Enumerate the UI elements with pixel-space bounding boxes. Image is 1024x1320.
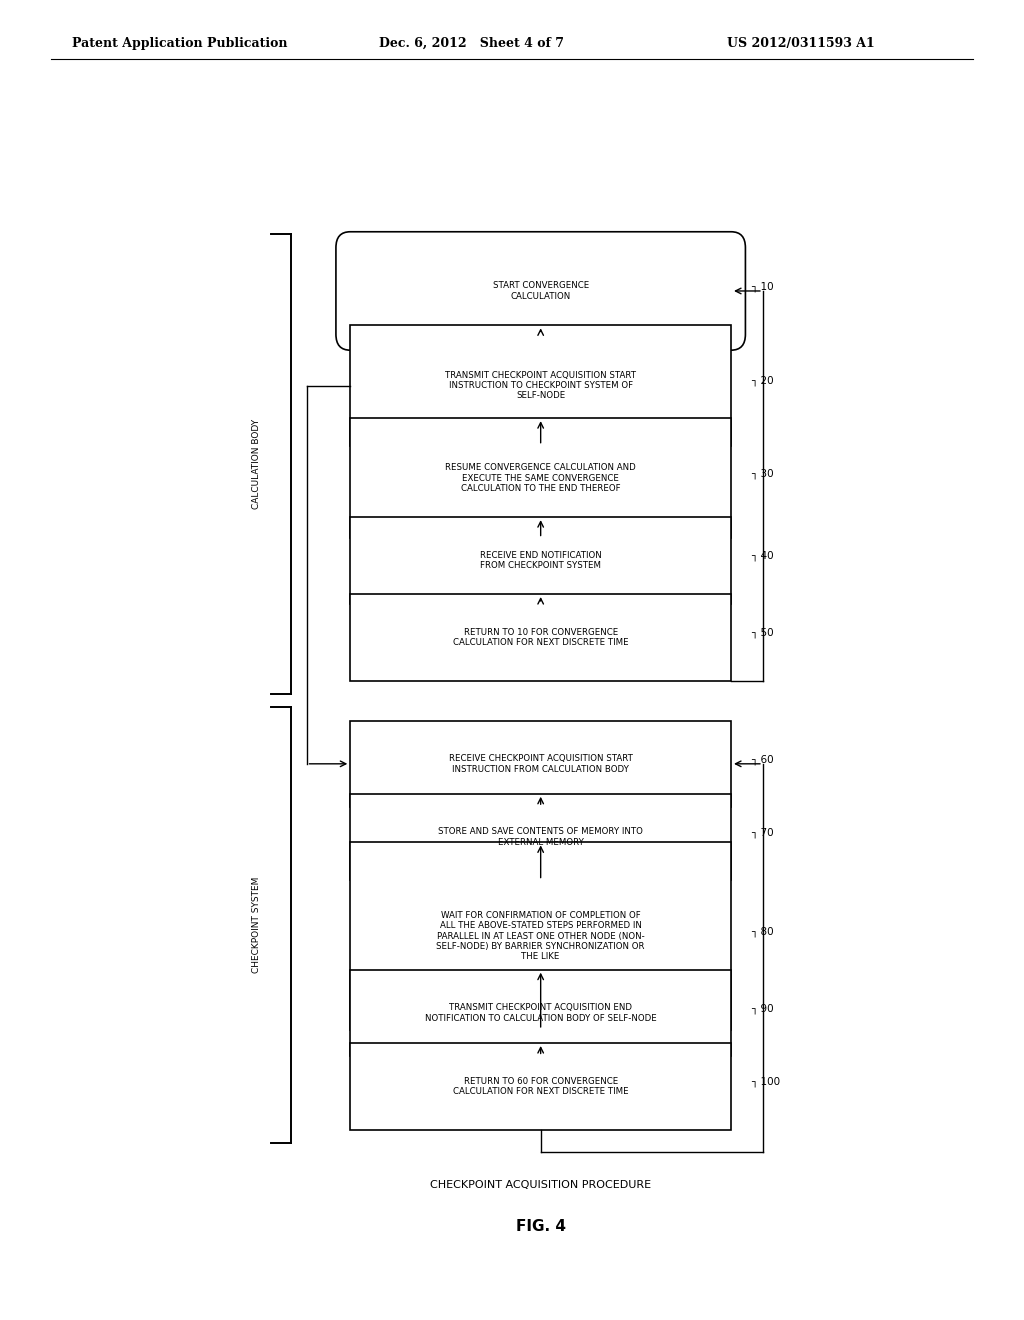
FancyBboxPatch shape [336,232,745,350]
Bar [350,793,731,880]
Text: FIG. 4: FIG. 4 [516,1220,565,1234]
Text: RECEIVE CHECKPOINT ACQUISITION START
INSTRUCTION FROM CALCULATION BODY: RECEIVE CHECKPOINT ACQUISITION START INS… [449,754,633,774]
Text: ┐ 70: ┐ 70 [751,828,773,838]
Text: Dec. 6, 2012   Sheet 4 of 7: Dec. 6, 2012 Sheet 4 of 7 [379,37,564,50]
Text: ┐ 10: ┐ 10 [751,281,773,292]
Text: ┐ 90: ┐ 90 [751,1003,773,1014]
Text: RETURN TO 10 FOR CONVERGENCE
CALCULATION FOR NEXT DISCRETE TIME: RETURN TO 10 FOR CONVERGENCE CALCULATION… [453,628,629,647]
Text: ┐ 30: ┐ 30 [751,469,773,479]
Text: Patent Application Publication: Patent Application Publication [72,37,287,50]
Bar [350,721,731,807]
Text: TRANSMIT CHECKPOINT ACQUISITION END
NOTIFICATION TO CALCULATION BODY OF SELF-NOD: TRANSMIT CHECKPOINT ACQUISITION END NOTI… [425,1003,656,1023]
Text: CHECKPOINT ACQUISITION PROCEDURE: CHECKPOINT ACQUISITION PROCEDURE [430,1180,651,1189]
Bar [350,1043,731,1130]
Text: RECEIVE END NOTIFICATION
FROM CHECKPOINT SYSTEM: RECEIVE END NOTIFICATION FROM CHECKPOINT… [480,550,601,570]
Text: STORE AND SAVE CONTENTS OF MEMORY INTO
EXTERNAL MEMORY: STORE AND SAVE CONTENTS OF MEMORY INTO E… [438,828,643,847]
Text: ┐ 40: ┐ 40 [751,550,773,561]
Text: RETURN TO 60 FOR CONVERGENCE
CALCULATION FOR NEXT DISCRETE TIME: RETURN TO 60 FOR CONVERGENCE CALCULATION… [453,1077,629,1096]
Text: ┐ 60: ┐ 60 [751,754,773,764]
Bar [350,970,731,1056]
Bar [350,326,731,446]
Text: US 2012/0311593 A1: US 2012/0311593 A1 [727,37,874,50]
Text: ┐ 100: ┐ 100 [751,1077,780,1088]
Bar [350,842,731,1030]
Text: CHECKPOINT SYSTEM: CHECKPOINT SYSTEM [252,876,261,973]
Text: ┐ 50: ┐ 50 [751,628,773,639]
Text: CALCULATION BODY: CALCULATION BODY [252,420,261,510]
Text: START CONVERGENCE
CALCULATION: START CONVERGENCE CALCULATION [493,281,589,301]
Text: ┐ 80: ┐ 80 [751,927,773,937]
Text: ┐ 20: ┐ 20 [751,376,773,387]
Text: RESUME CONVERGENCE CALCULATION AND
EXECUTE THE SAME CONVERGENCE
CALCULATION TO T: RESUME CONVERGENCE CALCULATION AND EXECU… [445,463,636,494]
Text: WAIT FOR CONFIRMATION OF COMPLETION OF
ALL THE ABOVE-STATED STEPS PERFORMED IN
P: WAIT FOR CONFIRMATION OF COMPLETION OF A… [436,911,645,961]
Bar [350,418,731,539]
Bar [350,594,731,681]
Bar [350,517,731,603]
Text: TRANSMIT CHECKPOINT ACQUISITION START
INSTRUCTION TO CHECKPOINT SYSTEM OF
SELF-N: TRANSMIT CHECKPOINT ACQUISITION START IN… [445,371,636,400]
